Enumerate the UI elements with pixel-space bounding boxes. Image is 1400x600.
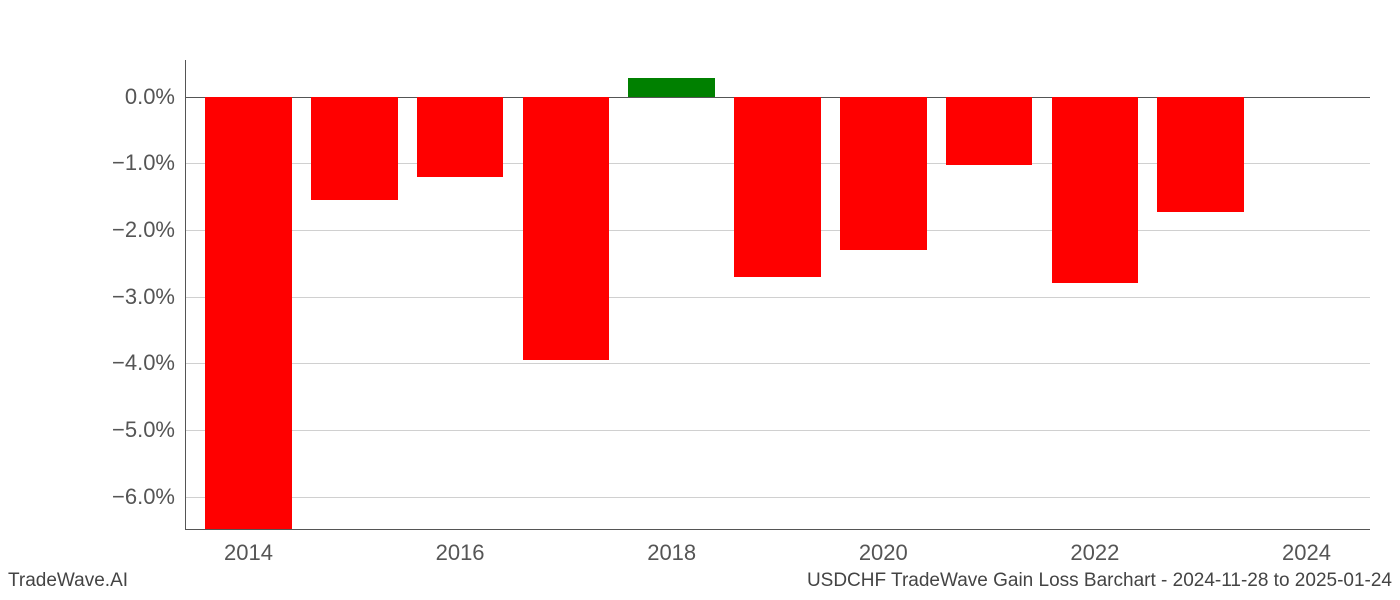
chart-container: { "chart": { "type": "bar", "background_… [0,0,1400,600]
bar [523,97,610,360]
y-tick-label: −2.0% [90,217,175,243]
grid-line [185,497,1370,498]
plot-area: 0.0%−1.0%−2.0%−3.0%−4.0%−5.0%−6.0%201420… [185,60,1370,530]
bar [417,97,504,177]
grid-line [185,297,1370,298]
footer-right-label: USDCHF TradeWave Gain Loss Barchart - 20… [807,570,1392,592]
y-tick-label: −1.0% [90,150,175,176]
bar [311,97,398,200]
y-tick-label: −4.0% [90,350,175,376]
bar [1052,97,1139,284]
footer-left-label: TradeWave.AI [8,570,128,592]
grid-line [185,363,1370,364]
axis-line-left [185,60,186,530]
y-tick-label: −5.0% [90,417,175,443]
y-tick-label: −6.0% [90,484,175,510]
bar [946,97,1033,165]
x-tick-label: 2016 [436,540,485,566]
bar [734,97,821,277]
x-tick-label: 2024 [1282,540,1331,566]
x-tick-label: 2022 [1070,540,1119,566]
grid-line [185,430,1370,431]
x-tick-label: 2014 [224,540,273,566]
axis-line-bottom [185,529,1370,530]
bar [840,97,927,250]
bar [1157,97,1244,212]
y-tick-label: 0.0% [90,84,175,110]
x-tick-label: 2018 [647,540,696,566]
bar [628,78,715,97]
y-tick-label: −3.0% [90,284,175,310]
bar [205,97,292,530]
x-tick-label: 2020 [859,540,908,566]
